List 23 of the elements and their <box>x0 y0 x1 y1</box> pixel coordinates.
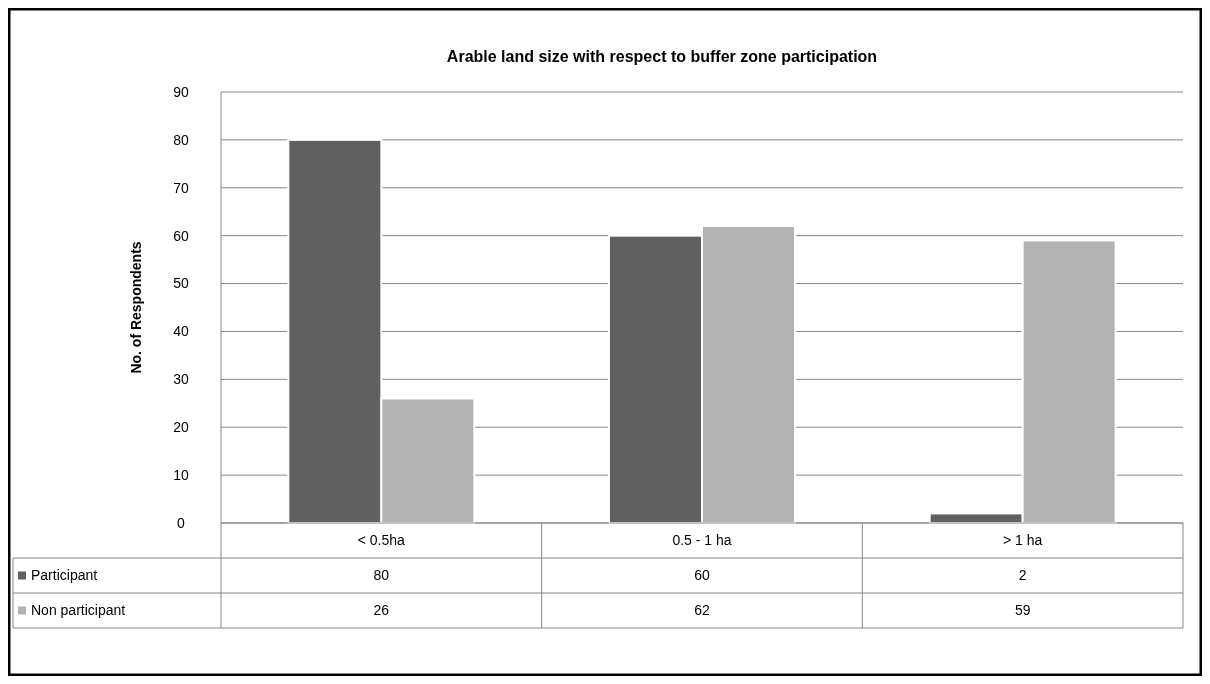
y-tick-label: 30 <box>173 371 189 388</box>
legend-label: Non participant <box>31 602 126 619</box>
x-tick-label: 0.5 - 1 ha <box>672 532 732 549</box>
x-tick-label: < 0.5ha <box>357 532 406 549</box>
data-label: 62 <box>694 602 710 619</box>
data-label: 80 <box>373 567 390 584</box>
data-label: 59 <box>1014 602 1031 619</box>
y-tick-label: 70 <box>173 179 189 196</box>
y-tick-label: 90 <box>173 83 189 100</box>
data-label: 26 <box>373 602 390 619</box>
y-tick-label: 20 <box>173 419 189 436</box>
y-tick-label: 60 <box>173 227 189 244</box>
y-tick-label: 10 <box>173 467 189 484</box>
chart-title: Arable land size with respect to buffer zone participation <box>446 48 878 65</box>
y-tick-label: 0 <box>177 514 186 531</box>
y-tick-label: 40 <box>173 323 189 340</box>
y-tick-label: 50 <box>173 275 189 292</box>
y-tick-label: 80 <box>173 131 189 148</box>
data-label: 2 <box>1018 567 1027 584</box>
data-label: 60 <box>694 567 710 584</box>
legend-label: Participant <box>31 567 98 584</box>
x-tick-label: > 1 ha <box>1003 532 1043 549</box>
y-axis-title: No. of Respondents <box>128 241 144 374</box>
